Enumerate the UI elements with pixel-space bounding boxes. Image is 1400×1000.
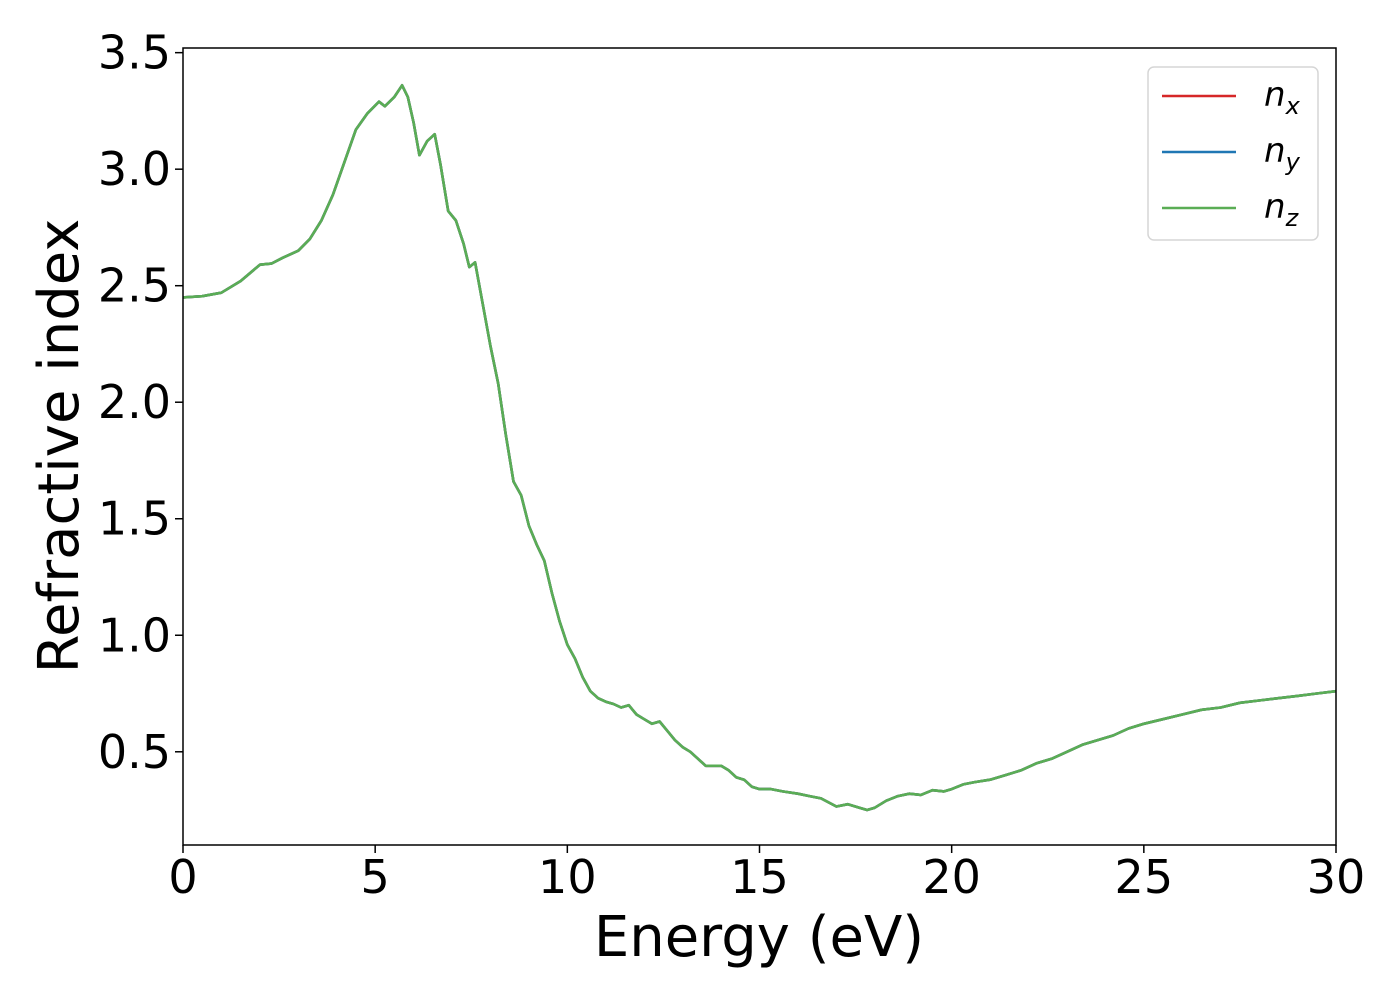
x-tick-label: 10 [538, 850, 597, 904]
series-line-nz [182, 84, 1337, 812]
x-tick-label: 0 [168, 850, 197, 904]
y-tick-label: 0.5 [98, 725, 171, 779]
y-tick-label: 1.5 [98, 492, 171, 546]
x-tick-label: 5 [361, 850, 390, 904]
legend-box [1147, 66, 1319, 241]
legend-label-ny: ny [1264, 131, 1301, 176]
plot-background [183, 48, 1336, 845]
x-axis-title: Energy (eV) [594, 905, 924, 970]
x-axis-ticks: 0 5 10 15 20 25 30 [168, 845, 1365, 904]
y-tick-label: 2.5 [98, 259, 171, 313]
x-tick-label: 30 [1307, 850, 1366, 904]
legend-label-nz: nz [1264, 187, 1300, 232]
series-layer [182, 84, 1337, 812]
x-tick-label: 25 [1115, 850, 1174, 904]
y-axis-ticks: 0.5 1.0 1.5 2.0 2.5 3.0 3.5 [98, 26, 183, 779]
x-tick-label: 20 [922, 850, 981, 904]
y-tick-label: 3.5 [98, 26, 171, 80]
legend-label-nx: nx [1264, 75, 1301, 120]
y-tick-label: 3.0 [98, 142, 171, 196]
y-tick-label: 1.0 [98, 608, 171, 662]
y-axis-title: Refractive index [27, 219, 92, 674]
x-tick-label: 15 [730, 850, 789, 904]
legend-entries: nx ny nz [1162, 75, 1301, 232]
y-tick-label: 2.0 [98, 375, 171, 429]
legend: nx ny nz [1147, 66, 1319, 241]
